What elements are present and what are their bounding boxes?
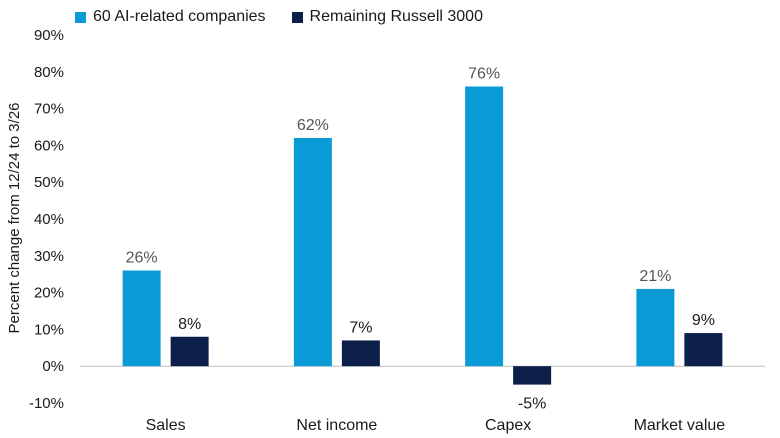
y-tick-label: 70% (34, 101, 64, 118)
legend-item-ai: 60 AI-related companies (75, 8, 266, 26)
legend-item-remaining: Remaining Russell 3000 (291, 8, 483, 26)
category-label: Market value (634, 417, 726, 434)
legend-label-remaining: Remaining Russell 3000 (309, 8, 483, 25)
y-tick-label: 80% (34, 64, 64, 81)
bar (636, 288, 675, 367)
data-label: 9% (692, 312, 715, 329)
data-label: 21% (639, 268, 671, 285)
category-label: Net income (296, 417, 377, 434)
data-label: 76% (468, 66, 500, 83)
bar (465, 86, 504, 367)
y-tick-label: 40% (34, 211, 64, 228)
bar (122, 270, 161, 367)
legend-swatch-ai (75, 11, 86, 23)
bars (122, 86, 723, 385)
legend-label-ai: 60 AI-related companies (93, 8, 266, 25)
y-axis: -10% 0% 10% 20% 30% 40% 50% 60% 70% 80% 90% (29, 27, 64, 412)
data-labels: 26% 8% 62% 7% 76% -5% 21% 9% (126, 66, 715, 413)
bar (684, 333, 723, 367)
category-label: Capex (485, 417, 531, 434)
legend: 60 AI-related companies Remaining Russel… (75, 8, 483, 26)
y-tick-label: 30% (34, 248, 64, 265)
bar (293, 138, 332, 367)
x-axis: Sales Net income Capex Market value (146, 417, 726, 434)
y-tick-label: 20% (34, 285, 64, 302)
category-label: Sales (146, 417, 186, 434)
data-label: 62% (297, 117, 329, 134)
y-tick-label: 90% (34, 27, 64, 44)
y-tick-label: -10% (29, 395, 64, 412)
legend-swatch-remaining (291, 11, 303, 23)
data-label: 8% (178, 316, 201, 333)
y-tick-label: 60% (34, 137, 64, 154)
y-axis-label: Percent change from 12/24 to 3/26 (6, 103, 23, 334)
y-tick-label: 50% (34, 174, 64, 191)
bar (170, 336, 209, 367)
y-tick-label: 0% (42, 358, 64, 375)
bar (341, 340, 380, 367)
data-label: 26% (126, 250, 158, 267)
data-label: -5% (518, 396, 546, 413)
data-label: 7% (349, 319, 372, 336)
bar (513, 366, 552, 385)
y-tick-label: 10% (34, 321, 64, 338)
